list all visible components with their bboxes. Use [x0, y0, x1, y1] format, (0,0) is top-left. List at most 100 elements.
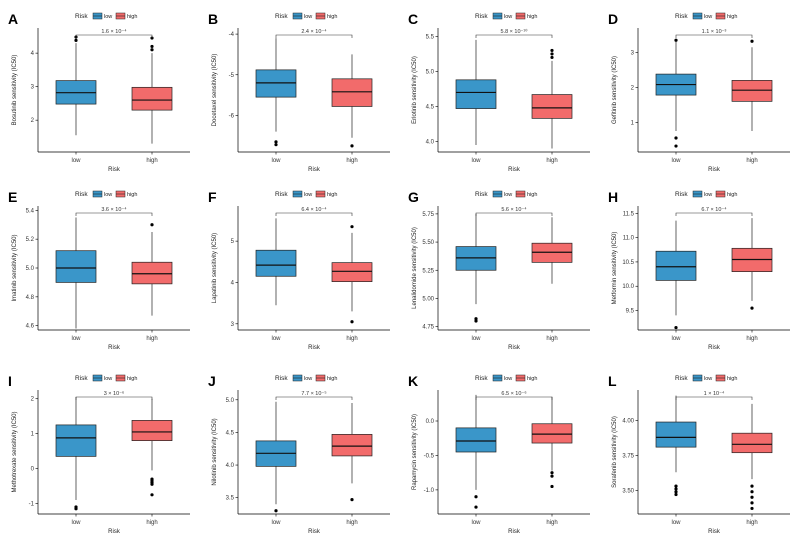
y-tick-label: 4.0 — [426, 139, 435, 145]
significance-bracket: 5.8 × 10⁻¹⁰ — [475, 28, 553, 38]
legend-label-low: low — [704, 14, 712, 20]
significance-bracket: 5.6 × 10⁻⁴ — [475, 206, 553, 216]
legend-label-high: high — [727, 192, 737, 198]
legend-label-low: low — [104, 376, 112, 382]
y-tick-label: 3 — [231, 322, 235, 328]
box-low — [255, 401, 297, 513]
x-axis-title: Risk — [508, 345, 521, 351]
panel-g: G Risk low high 4.75 5.00 5.25 5.50 5.75 Lenalido… — [408, 189, 590, 351]
x-tick-label: high — [746, 520, 757, 526]
panel-letter: J — [208, 373, 216, 389]
box-body — [655, 421, 697, 448]
legend-title: Risk — [275, 375, 288, 382]
outlier-point — [350, 225, 354, 229]
y-tick-label: 3.50 — [622, 488, 634, 494]
legend-label-low: low — [704, 192, 712, 198]
legend: low high — [292, 190, 337, 198]
p-value-label: 3.6 × 10⁻⁴ — [101, 206, 127, 213]
panel-letter: C — [408, 11, 418, 27]
box-high — [131, 36, 173, 144]
legend-title: Risk — [75, 191, 88, 198]
x-axis-title: Risk — [708, 529, 721, 535]
panel-l: L Risk low high 3.50 3.75 4.00 Sorafenib sensit… — [608, 373, 790, 535]
outlier-point — [674, 487, 678, 491]
y-tick-label: 0.0 — [426, 419, 435, 425]
box-body — [331, 262, 373, 282]
x-tick-label: low — [71, 520, 81, 526]
p-value-label: 6.5 × 10⁻⁶ — [501, 390, 526, 397]
x-tick-label: low — [471, 520, 481, 526]
legend-label-high: high — [327, 376, 337, 382]
box-low — [455, 394, 497, 509]
outlier-point — [550, 474, 554, 478]
y-tick-label: 11.0 — [623, 236, 635, 242]
y-tick-label: 4.8 — [26, 295, 35, 301]
legend-title: Risk — [475, 13, 488, 20]
significance-bracket: 1 × 10⁻⁴ — [675, 390, 753, 400]
y-tick-label: 1 — [631, 120, 635, 126]
box-high — [731, 403, 773, 511]
y-tick-label: 5.0 — [26, 266, 35, 272]
y-tick-label: 5.00 — [422, 296, 434, 302]
box-high — [331, 54, 373, 148]
y-axis-title: Erlotinib sensitivity (IC50) — [412, 56, 418, 124]
x-tick-label: high — [146, 158, 157, 164]
p-value-label: 1 × 10⁻⁴ — [704, 390, 725, 397]
y-axis-title: Bosutinib sensitivity (IC50) — [12, 55, 18, 126]
p-value-label: 7.7 × 10⁻⁵ — [301, 390, 326, 397]
y-axis-title: Imatinib sensitivity (IC50) — [12, 234, 18, 301]
y-tick-label: 4 — [231, 280, 235, 286]
bracket-line — [75, 212, 153, 216]
box-high — [331, 403, 373, 502]
outlier-point — [150, 482, 154, 486]
y-tick-label: 5 — [231, 239, 235, 245]
p-value-label: 6.7 × 10⁻⁴ — [701, 206, 727, 213]
box-body — [55, 424, 97, 457]
x-tick-label: low — [471, 336, 481, 342]
y-axis-title: Sorafenib sensitivity (IC50) — [612, 416, 618, 488]
panel-e: E Risk low high 4.6 4.8 5.0 5.2 5.4 Imatinib sens… — [8, 189, 190, 351]
y-tick-label: 4.5 — [426, 104, 435, 110]
y-tick-label: 4.6 — [26, 324, 35, 330]
x-tick-label: low — [271, 336, 281, 342]
y-axis-title: Methotrexate sensitivity (IC50) — [12, 411, 18, 492]
outlier-point — [750, 484, 754, 488]
outlier-point — [74, 38, 78, 43]
legend-label-high: high — [527, 192, 537, 198]
y-tick-label: 3 — [631, 50, 635, 56]
legend-title: Risk — [475, 191, 488, 198]
outlier-point — [750, 490, 754, 494]
panel-b: B Risk low high -6 -5 -4 Docetaxel sensitivity … — [208, 11, 390, 173]
y-tick-label: 5.2 — [26, 237, 35, 243]
outlier-point — [550, 484, 554, 489]
outlier-point — [274, 143, 278, 147]
box-high — [531, 396, 573, 489]
x-tick-label: high — [146, 336, 157, 342]
y-axis-title: Nilotinib sensitivity (IC50) — [212, 418, 218, 485]
x-tick-label: low — [71, 336, 81, 342]
box-low — [255, 38, 297, 147]
legend-label-high: high — [127, 376, 137, 382]
box-body — [131, 261, 173, 285]
box-high — [731, 218, 773, 310]
y-tick-label: 4.00 — [622, 419, 634, 425]
x-tick-label: high — [346, 158, 357, 164]
y-tick-label: 4.75 — [422, 325, 434, 331]
outlier-point — [550, 55, 554, 60]
significance-bracket: 1.1 × 10⁻³ — [675, 29, 753, 38]
panel-letter: B — [208, 11, 218, 27]
bracket-line — [475, 34, 553, 38]
significance-bracket: 6.5 × 10⁻⁶ — [475, 390, 553, 400]
legend: low high — [692, 374, 737, 382]
outlier-point — [474, 317, 478, 321]
y-tick-label: 1 — [31, 432, 35, 438]
legend-label-high: high — [327, 192, 337, 198]
y-tick-label: 2 — [31, 118, 35, 124]
box-body — [331, 78, 373, 107]
legend-label-high: high — [527, 376, 537, 382]
p-value-label: 1.1 × 10⁻³ — [702, 29, 727, 35]
y-tick-label: 2 — [31, 397, 35, 403]
outlier-point — [674, 490, 678, 494]
x-axis-title: Risk — [308, 529, 321, 535]
